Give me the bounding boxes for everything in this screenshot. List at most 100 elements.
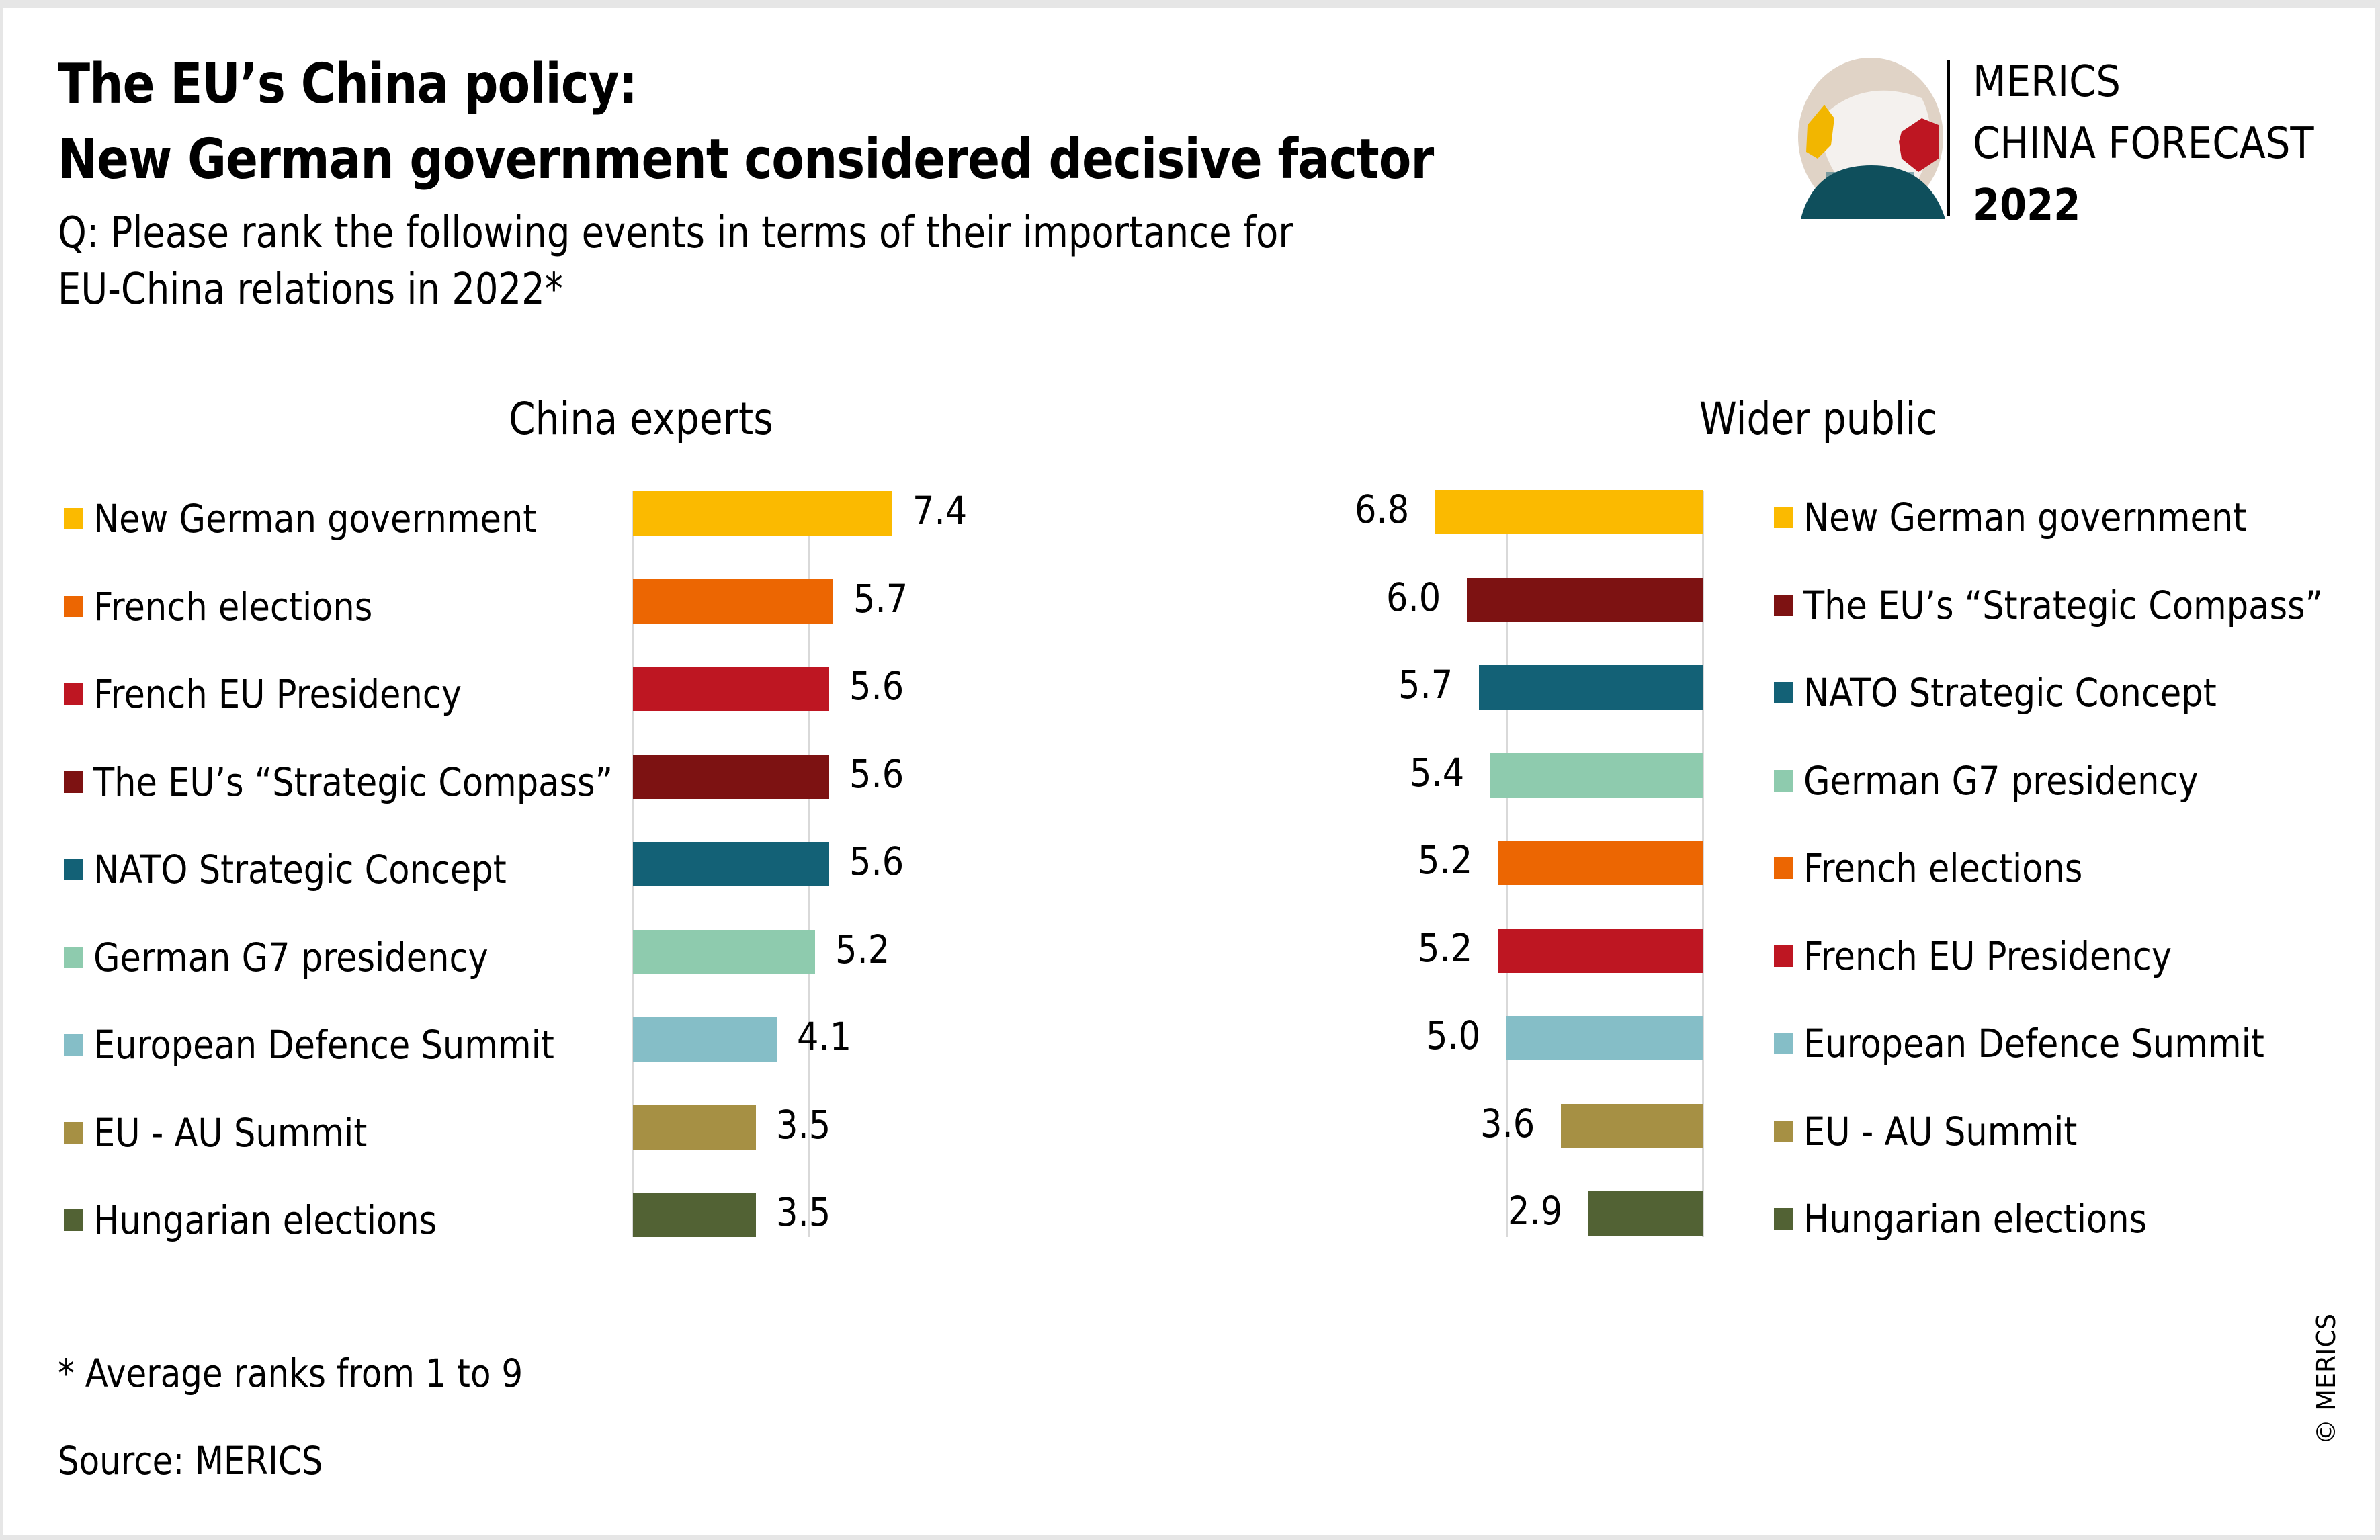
legend-swatch [64,595,83,617]
legend-item: The EU’s “Strategic Compass” [64,759,613,806]
legend-item: French elections [1774,845,2082,892]
legend-swatch [1774,1120,1793,1142]
data-label: 7.4 [912,488,968,533]
legend-item: French elections [64,583,372,630]
bar [633,754,830,799]
data-label: 3.6 [1480,1100,1535,1146]
legend-item: NATO Strategic Concept [1774,669,2217,716]
legend-swatch [64,683,83,705]
data-label: 5.4 [1410,749,1465,796]
bar [633,491,893,536]
bar [1435,490,1703,534]
legend-label: NATO Strategic Concept [1803,670,2217,716]
logo-year: 2022 [1973,181,2081,230]
bar [1588,1191,1703,1236]
legend-label: New German government [93,496,537,542]
legend-label: European Defence Summit [1803,1021,2264,1066]
legend-label: French elections [1803,845,2083,891]
chart-frame [3,8,2375,1535]
legend-swatch [64,1209,83,1231]
footnote: * Average ranks from 1 to 9 [58,1351,523,1396]
legend-swatch [64,946,83,968]
panel-title: Wider public [1699,393,1937,445]
data-label: 5.7 [853,575,908,622]
data-label: 6.0 [1386,574,1441,620]
subtitle-line-2: EU-China relations in 2022* [58,265,563,314]
logo-divider [1947,60,1950,216]
legend-item: EU - AU Summit [64,1109,367,1156]
legend-label: French EU Presidency [93,671,462,717]
legend-swatch [64,859,83,880]
legend-item: New German government [1774,494,2246,541]
legend-swatch [1774,857,1793,879]
data-label: 5.7 [1398,662,1453,708]
gridline [1702,491,1704,1237]
copyright: © MERICS [2311,1313,2341,1445]
legend-item: Hungarian elections [64,1197,437,1244]
data-label: 5.2 [835,926,890,972]
legend-item: EU - AU Summit [1774,1108,2077,1155]
legend-swatch [1774,594,1793,616]
legend-swatch [64,508,83,529]
title-line-1: The EU’s China policy: [58,52,638,116]
data-label: 5.0 [1425,1013,1480,1058]
logo-text: MERICS CHINA FORECAST 2022 [1973,51,2314,237]
legend-swatch [1774,769,1793,792]
data-label: 5.2 [1417,837,1472,883]
legend-label: The EU’s “Strategic Compass” [93,759,613,805]
bar [633,1017,777,1062]
legend-label: German G7 presidency [93,934,488,980]
legend-swatch [1774,682,1793,703]
bar [633,929,816,974]
legend-item: European Defence Summit [1774,1020,2264,1067]
legend-item: NATO Strategic Concept [64,846,507,893]
bar [633,842,830,886]
bar [1506,1016,1703,1060]
legend-swatch [1774,1208,1793,1230]
legend-item: French EU Presidency [64,671,462,718]
legend-label: European Defence Summit [93,1022,554,1068]
data-label: 4.1 [797,1014,852,1060]
globe-icon [1798,58,1945,219]
logo-line-2: CHINA FORECAST [1973,119,2314,169]
bar [1498,928,1703,973]
legend-label: EU - AU Summit [93,1109,368,1156]
chart-title: The EU’s China policy: New German govern… [58,47,1434,198]
legend-swatch [64,1121,83,1144]
legend-swatch [64,771,83,793]
bar [1490,753,1703,798]
data-label: 5.6 [849,751,904,797]
legend-label: Hungarian elections [93,1197,437,1243]
legend-label: German G7 presidency [1803,757,2199,804]
legend-label: New German government [1803,495,2247,540]
data-label: 5.2 [1417,925,1472,971]
title-line-2: New German government considered decisiv… [58,128,1434,191]
legend-label: French EU Presidency [1803,933,2172,979]
legend-swatch [1774,945,1793,967]
legend-label: Hungarian elections [1803,1196,2148,1242]
legend-item: French EU Presidency [1774,933,2172,980]
legend-item: New German government [64,495,536,542]
legend-label: The EU’s “Strategic Compass” [1803,582,2324,628]
bar [1478,665,1703,710]
legend-item: The EU’s “Strategic Compass” [1774,582,2323,629]
source-note: Source: MERICS [58,1438,323,1484]
legend-label: EU - AU Summit [1803,1108,2078,1154]
legend-item: European Defence Summit [64,1021,554,1068]
panel-title: China experts [509,393,773,445]
data-label: 5.6 [849,839,904,884]
logo-line-1: MERICS [1973,57,2121,107]
legend-item: German G7 presidency [64,934,488,981]
data-label: 5.6 [849,663,904,709]
legend-label: NATO Strategic Concept [93,847,507,892]
chart-subtitle: Q: Please rank the following events in t… [58,205,1293,318]
legend-item: German G7 presidency [1774,757,2199,804]
bar [1467,577,1703,622]
legend-label: French elections [93,583,373,630]
legend-swatch [64,1034,83,1056]
legend-swatch [1774,507,1793,528]
data-label: 6.8 [1355,486,1410,532]
bar [633,667,830,711]
data-label: 3.5 [775,1189,831,1235]
subtitle-line-1: Q: Please rank the following events in t… [58,208,1293,258]
